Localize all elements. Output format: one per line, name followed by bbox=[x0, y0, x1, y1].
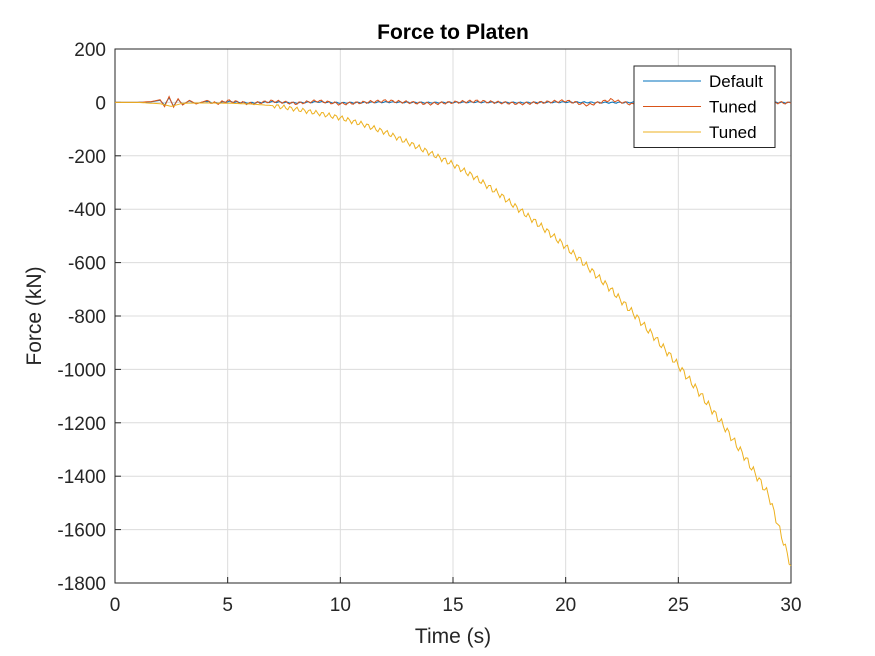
y-tick-label: -600 bbox=[68, 254, 106, 275]
x-tick-label: 15 bbox=[442, 595, 463, 616]
legend-label: Tuned bbox=[709, 98, 757, 117]
x-tick-label: 10 bbox=[330, 595, 351, 616]
y-tick-label: -200 bbox=[68, 147, 106, 168]
chart-title: Force to Platen bbox=[377, 21, 529, 44]
series-line-3 bbox=[115, 101, 792, 566]
y-tick-label: -400 bbox=[68, 200, 106, 221]
y-tick-label: -1600 bbox=[57, 521, 106, 542]
legend-label: Default bbox=[709, 72, 763, 91]
x-tick-label: 25 bbox=[668, 595, 689, 616]
y-tick-label: -1200 bbox=[57, 414, 106, 435]
x-tick-label: 30 bbox=[780, 595, 801, 616]
y-tick-label: -1800 bbox=[57, 574, 106, 595]
y-tick-label: 200 bbox=[74, 40, 106, 61]
y-tick-label: -1400 bbox=[57, 467, 106, 488]
y-tick-label: -1000 bbox=[57, 360, 106, 381]
x-axis: 0 5 10 15 20 25 30 bbox=[110, 577, 802, 616]
y-axis-label: Force (kN) bbox=[23, 266, 46, 365]
legend: Default Tuned Tuned bbox=[633, 65, 776, 148]
legend-label: Tuned bbox=[709, 123, 757, 142]
x-tick-label: 20 bbox=[555, 595, 576, 616]
y-tick-label: 0 bbox=[95, 93, 106, 114]
x-axis-label: Time (s) bbox=[415, 625, 491, 648]
x-tick-label: 0 bbox=[110, 595, 121, 616]
y-tick-label: -800 bbox=[68, 307, 106, 328]
x-tick-label: 5 bbox=[222, 595, 233, 616]
y-axis: 200 0 -200 -400 -600 -800 -1000 -1200 -1400 -1600… bbox=[57, 40, 121, 595]
